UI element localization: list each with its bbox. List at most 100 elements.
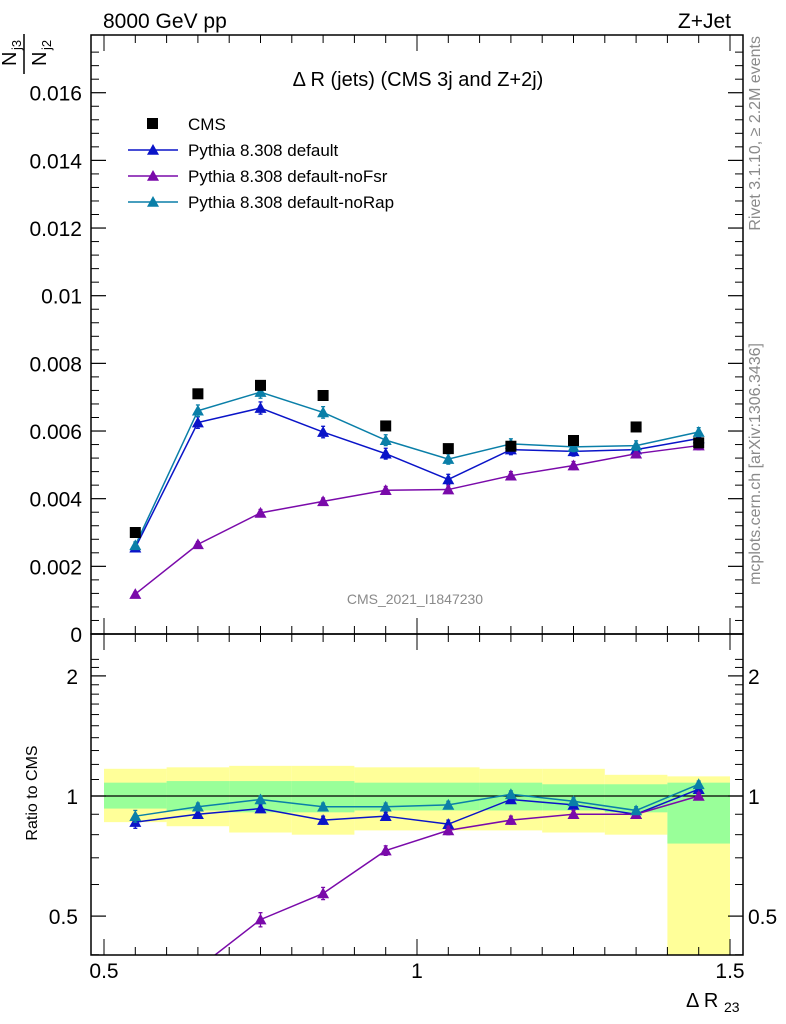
- data-point: [254, 386, 267, 397]
- series-3: [129, 385, 705, 551]
- ratio-series-3: [129, 778, 705, 823]
- ratio-point: [630, 804, 643, 816]
- uncertainty-bands: [91, 765, 743, 955]
- data-point: [630, 421, 642, 433]
- data-point: [379, 447, 392, 459]
- data-point: [379, 484, 392, 496]
- lower-ylabel: Ratio to CMS: [24, 745, 41, 840]
- ylabel-denominator: N: [29, 52, 51, 66]
- y-tick-label: 0.014: [29, 150, 82, 173]
- x-tick-label: 0.5: [89, 960, 118, 983]
- ratio-line: [135, 788, 699, 825]
- x-tick-label: 1: [411, 960, 423, 983]
- ratio-point: [379, 844, 392, 856]
- watermark: CMS_2021_I1847230: [347, 591, 483, 607]
- data-point: [442, 483, 455, 495]
- xlabel-sub: 23: [724, 999, 740, 1015]
- ratio-point: [504, 788, 517, 800]
- y-tick-label: 0.016: [29, 83, 82, 106]
- y-tick-label: 0.006: [29, 421, 82, 444]
- data-point: [504, 469, 517, 481]
- lower-axes: 0.5 0.5 1 1 2 2 0.5 1 1.5: [49, 633, 777, 983]
- ylabel-numerator: N: [0, 52, 21, 66]
- ratio-y-tick-label-right: 1: [748, 786, 760, 809]
- header-right: Z+Jet: [678, 10, 731, 33]
- y-tick-label: 0.012: [29, 218, 82, 241]
- data-point: [442, 453, 455, 464]
- ylabel-denominator-sub: j2: [39, 40, 54, 51]
- ratio-point: [317, 814, 330, 825]
- data-point: [630, 447, 643, 459]
- data-point: [567, 459, 580, 471]
- ratio-point: [317, 800, 330, 812]
- data-point: [442, 473, 455, 485]
- data-point: [379, 434, 392, 445]
- data-point: [129, 527, 141, 539]
- series-line: [134, 444, 699, 595]
- legend-label: Pythia 8.308 default-noFsr: [188, 167, 388, 186]
- mcplots-label: mcplots.cern.ch [arXiv:1306.3436]: [747, 343, 764, 585]
- upper-ylabel: N j3 N j2: [0, 34, 54, 74]
- data-point: [254, 506, 267, 518]
- data-point: [317, 389, 329, 401]
- data-point: [568, 434, 579, 446]
- ratio-plot: 0.5 0.5 1 1 2 2 0.5 1 1.5: [49, 633, 777, 1010]
- data-point: [255, 379, 266, 391]
- ratio-point: [442, 824, 455, 836]
- data-point: [630, 439, 643, 451]
- data-point: [191, 538, 204, 550]
- y-tick-label: 0: [70, 624, 82, 647]
- ratio-y-tick-label: 1: [66, 786, 78, 809]
- data-point: [442, 443, 454, 455]
- legend: CMS Pythia 8.308 default Pythia 8.308 defa…: [128, 115, 394, 212]
- xlabel-main: Δ R: [686, 990, 718, 1012]
- y-tick-label: 0.008: [29, 353, 82, 376]
- ratio-line: [213, 795, 699, 955]
- series-line: [134, 407, 699, 549]
- data-point: [567, 440, 580, 452]
- xlabel: Δ R 23: [686, 990, 740, 1015]
- y-tick-label: 0.004: [29, 489, 82, 512]
- series-cms: [129, 379, 705, 539]
- upper-marks: [129, 379, 705, 599]
- header-left: 8000 GeV pp: [103, 10, 227, 33]
- series-line: [134, 391, 699, 546]
- upper-axes: 0 0.002 0.004 0.006 0.008 0.01 0.012 0.014 0.016: [29, 34, 744, 647]
- legend-label: Pythia 8.308 default: [188, 141, 339, 160]
- data-point: [191, 404, 204, 416]
- legend-marker: [147, 170, 159, 181]
- legend-marker: [147, 118, 158, 129]
- data-point: [191, 416, 204, 428]
- ratio-point: [442, 798, 455, 810]
- upper-plot: Δ R (jets) (CMS 3j and Z+2j) CMS_2021_I1…: [29, 34, 744, 647]
- data-point: [380, 420, 392, 432]
- data-point: [129, 588, 142, 599]
- data-point: [317, 495, 330, 507]
- ratio-series-2: [129, 790, 705, 1010]
- series-1: [129, 401, 705, 553]
- data-point: [692, 426, 705, 437]
- data-point: [505, 440, 517, 452]
- ratio-y-tick-label: 0.5: [49, 906, 78, 929]
- ratio-point: [379, 810, 392, 821]
- plot-title: Δ R (jets) (CMS 3j and Z+2j): [293, 69, 544, 91]
- series-2: [129, 439, 705, 599]
- y-tick-label: 0.002: [29, 556, 82, 579]
- legend-label: Pythia 8.308 default-noRap: [188, 193, 394, 212]
- data-point: [317, 406, 330, 418]
- ratio-point: [442, 818, 455, 829]
- ratio-point: [379, 800, 392, 812]
- ratio-y-tick-label-right: 0.5: [748, 906, 777, 929]
- ratio-point: [692, 778, 705, 790]
- data-point: [129, 539, 142, 551]
- ratio-point: [254, 793, 267, 805]
- ratio-point: [129, 999, 141, 1010]
- ratio-point: [317, 887, 330, 899]
- ratio-point: [567, 795, 580, 807]
- data-point: [693, 437, 705, 449]
- ratio-point: [692, 790, 705, 801]
- ratio-y-tick-label: 2: [66, 666, 78, 689]
- ratio-line: [135, 783, 699, 817]
- ratio-point: [504, 814, 517, 825]
